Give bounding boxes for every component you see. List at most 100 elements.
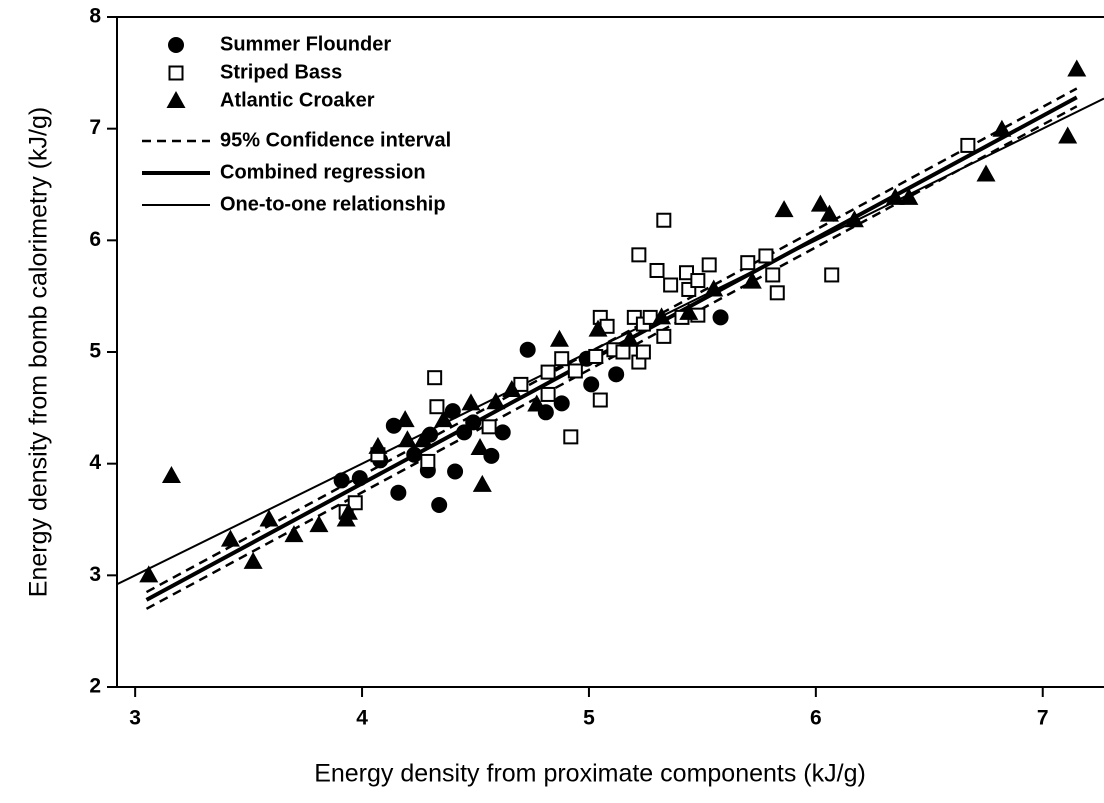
- point: [444, 403, 461, 420]
- point: [620, 329, 640, 347]
- point: [1058, 126, 1078, 144]
- plot-area: [117, 59, 1104, 610]
- point: [481, 419, 497, 435]
- point: [519, 341, 536, 358]
- point: [549, 329, 569, 347]
- legend-label: Striped Bass: [220, 61, 342, 83]
- point: [540, 364, 556, 380]
- point: [563, 429, 579, 445]
- legend-label: Summer Flounder: [220, 33, 391, 55]
- point: [758, 248, 774, 264]
- legend-marker: [168, 37, 184, 53]
- y-tick-label: 3: [89, 563, 101, 586]
- point: [494, 424, 511, 441]
- point: [588, 319, 608, 337]
- point: [588, 348, 604, 364]
- point: [679, 265, 695, 281]
- point: [347, 495, 363, 511]
- point: [465, 414, 482, 431]
- point: [819, 204, 839, 222]
- legend: Summer Flounder Striped Bass Atlantic Croa…: [142, 33, 451, 215]
- x-tick-label: 6: [810, 707, 822, 730]
- y-tick-label: 2: [89, 675, 101, 698]
- point: [567, 363, 583, 379]
- point: [679, 302, 699, 320]
- point: [583, 376, 600, 393]
- x-tick-label: 5: [583, 707, 595, 730]
- point: [385, 417, 402, 434]
- point: [420, 453, 436, 469]
- point: [486, 392, 506, 410]
- y-tick-label: 6: [89, 228, 101, 251]
- point: [220, 529, 240, 547]
- y-tick-label: 7: [89, 116, 101, 139]
- point: [427, 370, 443, 386]
- line: [117, 97, 1104, 586]
- point: [992, 119, 1012, 137]
- point: [406, 446, 423, 463]
- axes: 3 4 5 6 7 2 3 4 5 6 7 8: [89, 5, 1104, 730]
- point: [395, 410, 415, 428]
- point: [649, 262, 665, 278]
- x-tick-label: 7: [1037, 707, 1049, 730]
- point: [704, 279, 724, 297]
- x-tick-label: 4: [356, 707, 368, 730]
- point: [960, 137, 976, 153]
- point: [592, 392, 608, 408]
- point: [309, 515, 329, 533]
- point: [824, 267, 840, 283]
- legend-label: One-to-one relationship: [220, 193, 446, 215]
- point: [461, 393, 481, 411]
- y-axis-title: Energy density from bomb calorimetry (kJ…: [25, 107, 53, 597]
- legend-marker: [168, 65, 184, 81]
- legend-label: Atlantic Croaker: [220, 89, 375, 111]
- y-tick-label: 4: [89, 451, 101, 474]
- point: [553, 395, 570, 412]
- point: [740, 255, 756, 271]
- point: [656, 212, 672, 228]
- point: [635, 344, 651, 360]
- point: [554, 351, 570, 367]
- point: [333, 472, 350, 489]
- point: [243, 551, 263, 569]
- point: [139, 565, 159, 583]
- y-tick-label: 5: [89, 340, 101, 363]
- point: [161, 465, 181, 483]
- point: [608, 366, 625, 383]
- point: [976, 164, 996, 182]
- point: [413, 430, 433, 448]
- x-tick-label: 3: [129, 707, 141, 730]
- x-axis-title: Energy density from proximate components…: [314, 760, 866, 788]
- point: [712, 309, 729, 326]
- point: [540, 386, 556, 402]
- point: [1067, 59, 1087, 77]
- point: [844, 210, 864, 228]
- point: [885, 187, 905, 205]
- point: [368, 436, 388, 454]
- point: [656, 328, 672, 344]
- point: [447, 463, 464, 480]
- point: [284, 525, 304, 543]
- point: [429, 399, 445, 415]
- point: [470, 438, 490, 456]
- line: [145, 105, 1078, 610]
- point: [397, 430, 417, 448]
- point: [769, 285, 785, 301]
- point: [663, 277, 679, 293]
- point: [742, 271, 762, 289]
- point: [765, 267, 781, 283]
- point: [690, 273, 706, 289]
- point: [502, 379, 522, 397]
- legend-label: 95% Confidence interval: [220, 129, 451, 151]
- point: [351, 470, 368, 487]
- point: [652, 307, 672, 325]
- point: [527, 394, 547, 412]
- point: [810, 194, 830, 212]
- legend-label: Combined regression: [220, 161, 426, 183]
- point: [774, 200, 794, 218]
- point: [472, 474, 492, 492]
- point: [259, 509, 279, 527]
- point: [701, 257, 717, 273]
- point: [390, 484, 407, 501]
- point: [615, 344, 631, 360]
